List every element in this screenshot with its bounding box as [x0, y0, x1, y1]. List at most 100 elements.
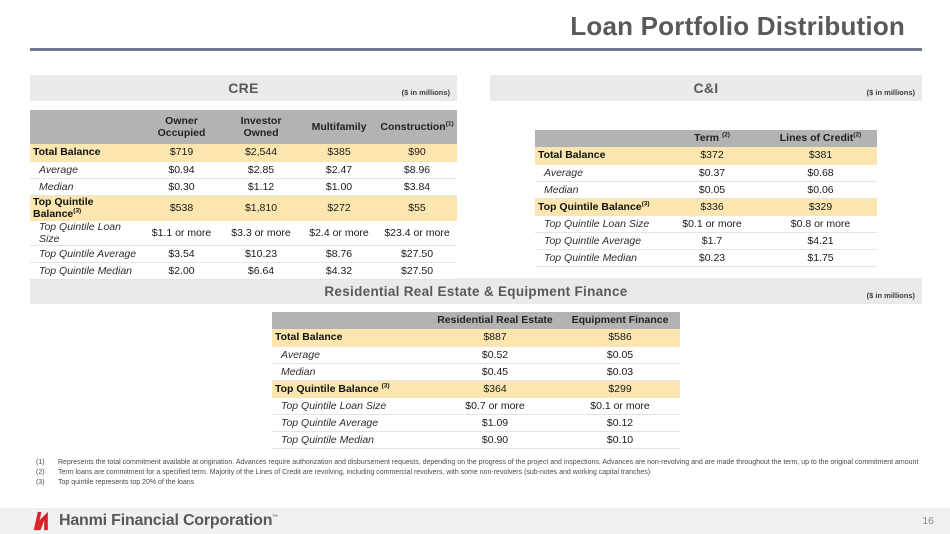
cell-value: $10.23 — [221, 245, 301, 263]
table-row: Average $0.52 $0.05 — [272, 346, 680, 364]
table-row: Top Quintile Median $0.90 $0.10 — [272, 431, 680, 449]
cell-value: $538 — [142, 195, 221, 221]
table-row: Top Quintile Loan Size $1.1 or more $3.3 o… — [30, 220, 457, 246]
footnote: (2) Term loans are commitment for a speci… — [36, 468, 920, 478]
cell-value: $0.68 — [764, 164, 877, 182]
cell-value: $372 — [660, 147, 764, 165]
cell-value: $3.3 or more — [221, 220, 301, 246]
cell-value: $0.37 — [660, 164, 764, 182]
cell-value: $1.09 — [430, 414, 560, 432]
footnote-number: (3) — [36, 478, 45, 486]
cell-value: $0.03 — [560, 363, 680, 381]
cell-value: $329 — [764, 198, 877, 216]
cell-value: $2,544 — [221, 144, 301, 162]
column-header — [272, 312, 430, 329]
cell-value: $0.23 — [660, 249, 764, 267]
cell-value: $0.05 — [660, 181, 764, 199]
footnote-text: Term loans are commitment for a specifie… — [58, 468, 651, 476]
hanmi-logo-icon — [33, 511, 48, 531]
row-label: Top Quintile Average — [535, 232, 660, 250]
section-title-cre: CRE — [228, 80, 259, 96]
column-header: Multifamily — [301, 110, 377, 144]
table-row: Top Quintile Median $2.00 $6.64 $4.32 $27.50 — [30, 262, 457, 280]
cell-value: $0.52 — [430, 346, 560, 364]
ci-table: Term (2) Lines of Credit(2) Total Balance $… — [535, 130, 877, 267]
table-row: Top Quintile Average $3.54 $10.23 $8.76 $27.… — [30, 245, 457, 263]
row-label: Top Quintile Average — [30, 245, 142, 263]
row-label: Average — [30, 161, 142, 179]
cell-value: $887 — [430, 329, 560, 347]
cell-value: $8.76 — [301, 245, 377, 263]
footnote-text: Top quintile represents top 20% of the l… — [58, 478, 195, 486]
column-header: Owner Occupied — [142, 110, 221, 144]
page-number: 16 — [922, 515, 934, 527]
table-row: Top Quintile Balance (3) $364 $299 — [272, 380, 680, 398]
table-row: Median $0.45 $0.03 — [272, 363, 680, 381]
cell-value: $2.85 — [221, 161, 301, 179]
row-label: Top Quintile Median — [272, 431, 430, 449]
cell-value: $4.32 — [301, 262, 377, 280]
section-header-ci: C&I ($ in millions) — [490, 75, 922, 101]
cell-value: $385 — [301, 144, 377, 162]
rre-table: Residential Real Estate Equipment Finance… — [272, 312, 680, 449]
cre-table: Owner Occupied Investor Owned Multifamily C… — [30, 110, 457, 280]
cell-value: $336 — [660, 198, 764, 216]
cell-value: $719 — [142, 144, 221, 162]
cell-value: $6.64 — [221, 262, 301, 280]
row-label: Top Quintile Balance(3) — [535, 198, 660, 216]
cell-value: $0.06 — [764, 181, 877, 199]
cell-value: $272 — [301, 195, 377, 221]
cell-value: $0.90 — [430, 431, 560, 449]
footer: Hanmi Financial Corporation™ 16 — [0, 508, 950, 534]
row-label: Top Quintile Median — [30, 262, 142, 280]
section-header-rre: Residential Real Estate & Equipment Fina… — [30, 278, 922, 304]
row-label: Top Quintile Loan Size — [30, 220, 142, 246]
table-row: Median $0.30 $1.12 $1.00 $3.84 — [30, 178, 457, 196]
cell-value: $0.1 or more — [560, 397, 680, 415]
row-label: Median — [535, 181, 660, 199]
row-label: Top Quintile Loan Size — [535, 215, 660, 233]
column-header: Term (2) — [660, 130, 764, 147]
cell-value: $23.4 or more — [377, 220, 457, 246]
cell-value: $27.50 — [377, 245, 457, 263]
cell-value: $3.54 — [142, 245, 221, 263]
row-label: Median — [272, 363, 430, 381]
row-label: Top Quintile Median — [535, 249, 660, 267]
footer-brand: Hanmi Financial Corporation™ — [59, 512, 278, 529]
column-header — [535, 130, 660, 147]
row-label: Top Quintile Loan Size — [272, 397, 430, 415]
footnote-number: (1) — [36, 459, 45, 466]
cell-value: $90 — [377, 144, 457, 162]
table-row: Top Quintile Average $1.09 $0.12 — [272, 414, 680, 432]
row-label: Top Quintile Balance(3) — [30, 195, 142, 221]
table-row: Top Quintile Balance(3) $538 $1,810 $272 $55 — [30, 195, 457, 221]
units-label-cre: ($ in millions) — [401, 88, 450, 97]
cell-value: $0.7 or more — [430, 397, 560, 415]
cell-value: $27.50 — [377, 262, 457, 280]
footnote: (1) Represents the total commitment avail… — [36, 458, 920, 468]
row-label: Average — [272, 346, 430, 364]
table-row: Average $0.94 $2.85 $2.47 $8.96 — [30, 161, 457, 179]
cell-value: $586 — [560, 329, 680, 347]
section-title-ci: C&I — [693, 80, 719, 96]
units-label-rre: ($ in millions) — [866, 291, 915, 300]
footnote: (3) Top quintile represents top 20% of th… — [36, 478, 920, 488]
cell-value: $0.10 — [560, 431, 680, 449]
row-label: Median — [30, 178, 142, 196]
row-label: Total Balance — [535, 147, 660, 165]
row-label: Top Quintile Balance (3) — [272, 380, 430, 398]
row-label: Top Quintile Average — [272, 414, 430, 432]
cell-value: $8.96 — [377, 161, 457, 179]
cell-value: $0.94 — [142, 161, 221, 179]
cell-value: $2.00 — [142, 262, 221, 280]
table-row: Top Quintile Loan Size $0.1 or more $0.8 o… — [535, 215, 877, 233]
section-title-rre: Residential Real Estate & Equipment Fina… — [324, 283, 628, 299]
footnotes: (1) Represents the total commitment avail… — [36, 458, 920, 487]
table-row: Median $0.05 $0.06 — [535, 181, 877, 199]
table-row: Total Balance $719 $2,544 $385 $90 — [30, 144, 457, 162]
table-row: Top Quintile Median $0.23 $1.75 — [535, 249, 877, 267]
cell-value: $299 — [560, 380, 680, 398]
cell-value: $381 — [764, 147, 877, 165]
cell-value: $1.00 — [301, 178, 377, 196]
